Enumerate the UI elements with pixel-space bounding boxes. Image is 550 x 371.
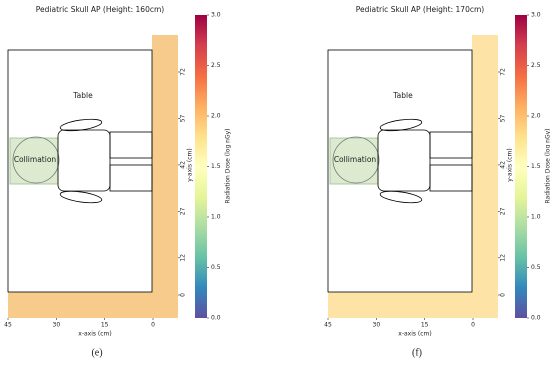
y-tick-label: 72 (180, 68, 187, 76)
y-tick-label: 0 (180, 293, 187, 297)
heat-strip (152, 35, 178, 318)
y-tick-label: 42 (500, 161, 507, 169)
y-axis-label: y-axis (cm) (507, 148, 514, 181)
colorbar-tick-label: 0.5 (211, 264, 221, 271)
colorbar-tick-label: 0.0 (531, 315, 541, 322)
leg (109, 131, 153, 159)
colorbar (515, 15, 527, 318)
colorbar-tick-label: 2.5 (531, 62, 541, 69)
heat-strip (8, 292, 178, 318)
y-tick-label: 42 (180, 161, 187, 169)
leg (429, 131, 473, 159)
panel: Pediatric Skull AP (Height: 170cm) Table C… (324, 5, 550, 358)
x-tick-label: 45 (4, 322, 12, 329)
table-label: Table (72, 91, 93, 100)
colorbar-tick-label: 2.0 (531, 113, 541, 120)
colorbar-tick-label: 0.5 (531, 264, 541, 271)
colorbar-tick-label: 3.0 (531, 12, 541, 19)
caption: (f) (412, 347, 422, 358)
y-tick-label: 0 (500, 293, 507, 297)
colorbar-tick-label: 0.0 (211, 315, 221, 322)
y-tick-label: 72 (500, 68, 507, 76)
arm (379, 118, 423, 132)
x-tick-label: 30 (53, 322, 61, 329)
y-tick-label: 57 (180, 114, 187, 122)
panel-title: Pediatric Skull AP (Height: 160cm) (36, 5, 165, 14)
colorbar-tick-label: 2.5 (211, 62, 221, 69)
leg (429, 164, 473, 192)
y-tick-label: 12 (180, 254, 187, 262)
x-tick-label: 45 (324, 322, 332, 329)
x-axis-label: x-axis (cm) (78, 331, 111, 338)
colorbar (195, 15, 207, 318)
collimation-label: Collimation (334, 155, 377, 164)
y-tick-label: 27 (500, 207, 507, 215)
colorbar-tick-label: 1.5 (211, 163, 221, 170)
y-tick-label: 12 (500, 254, 507, 262)
x-axis-label: x-axis (cm) (398, 331, 431, 338)
arm (59, 190, 103, 204)
colorbar-tick-label: 3.0 (211, 12, 221, 19)
x-tick-label: 15 (421, 322, 429, 329)
x-tick-label: 0 (151, 322, 155, 329)
collimation-label: Collimation (14, 155, 57, 164)
head (12, 136, 60, 184)
table (327, 49, 473, 293)
panel: Pediatric Skull AP (Height: 160cm) Table C… (4, 5, 231, 358)
arm (59, 118, 103, 132)
colorbar-label: Radiation Dose (log nGy) (545, 128, 550, 203)
colorbar-tick-label: 1.0 (531, 214, 541, 221)
y-axis-label: y-axis (cm) (187, 148, 194, 181)
x-tick-label: 15 (101, 322, 109, 329)
caption: (e) (91, 347, 102, 358)
x-tick-label: 30 (373, 322, 381, 329)
arm (379, 190, 423, 204)
leg (109, 164, 153, 192)
colorbar-tick-label: 2.0 (211, 113, 221, 120)
panel-title: Pediatric Skull AP (Height: 170cm) (356, 5, 485, 14)
colorbar-label: Radiation Dose (log nGy) (225, 128, 232, 203)
heat-strip (328, 292, 498, 318)
head (332, 136, 380, 184)
y-tick-label: 57 (500, 114, 507, 122)
colorbar-tick-label: 1.0 (211, 214, 221, 221)
y-tick-label: 27 (180, 207, 187, 215)
table-label: Table (392, 91, 413, 100)
x-tick-label: 0 (471, 322, 475, 329)
colorbar-tick-label: 1.5 (531, 163, 541, 170)
heat-strip (472, 35, 498, 318)
